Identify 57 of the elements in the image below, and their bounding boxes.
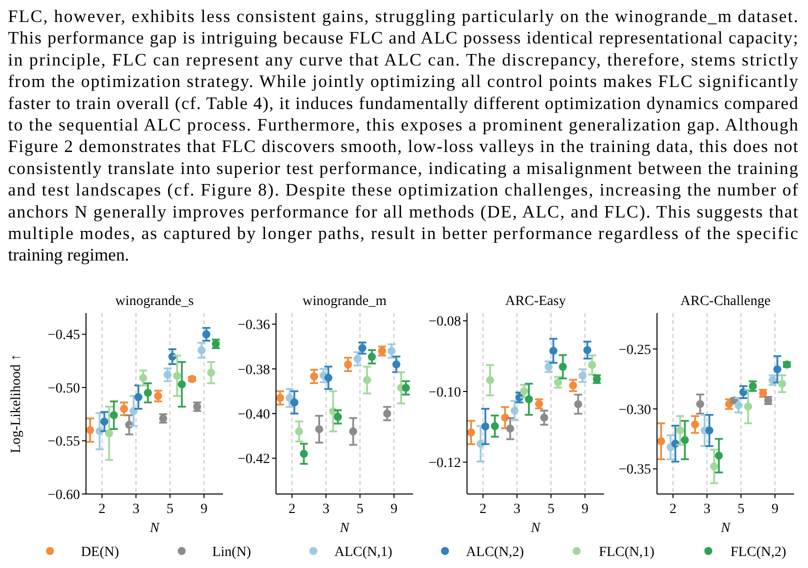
x-tick-label: 5 xyxy=(166,502,174,517)
text: in principle, FLC can represent any curve that ALC can. The discrepancy, therefore, stems strictly xyxy=(8,49,798,70)
text: consistently translate into superior test performance, indicating a misalignment between the training xyxy=(8,158,798,178)
x-tick-label: 3 xyxy=(132,502,140,517)
x-axis-title: N xyxy=(148,521,160,536)
x-tick-label: 9 xyxy=(771,502,778,517)
y-axis-title: Log-Likelihood ↑ xyxy=(9,354,24,454)
x-tick-label: 3 xyxy=(513,502,520,517)
y-tick-label: −0.10 xyxy=(428,385,461,400)
x-axis-title: N xyxy=(720,521,731,536)
y-tick-label: −0.42 xyxy=(238,452,270,468)
legend-label: ALC(N,2) xyxy=(466,544,524,560)
legend-label: ALC(N,1) xyxy=(334,544,393,560)
x-tick-label: 2 xyxy=(669,502,676,517)
chart-title: ARC-Easy xyxy=(505,294,566,309)
y-tick-label: −0.45 xyxy=(48,328,80,344)
x-tick-label: 3 xyxy=(322,502,330,517)
y-tick-label: −0.50 xyxy=(48,381,80,396)
legend-label: FLC(N,2) xyxy=(730,544,786,560)
x-tick-label: 5 xyxy=(547,502,554,517)
x-tick-label: 2 xyxy=(288,502,296,517)
legend-label: FLC(N,1) xyxy=(598,544,655,560)
chart-title: winogrande_s xyxy=(115,294,194,309)
x-tick-label: 9 xyxy=(390,502,398,517)
y-tick-label: −0.60 xyxy=(48,488,80,503)
y-tick-label: −0.36 xyxy=(238,318,270,334)
y-tick-label: −0.35 xyxy=(618,462,651,478)
text: anchors N generally improves performance for all methods (DE, ALC, and FLC). This suggests that xyxy=(8,201,798,222)
y-tick-label: −0.12 xyxy=(428,456,461,472)
y-tick-label: −0.08 xyxy=(428,314,461,330)
x-tick-label: 3 xyxy=(703,502,710,517)
text: This performance gap is intriguing because FLC and ALC possess identical representational capacity; xyxy=(8,28,798,48)
y-tick-label: −0.30 xyxy=(618,402,651,418)
text: multiple modes, as captured by longer paths, result in better performance regardless of the specific xyxy=(8,223,798,243)
x-tick-label: 2 xyxy=(98,502,106,517)
y-tick-label: −0.38 xyxy=(238,362,270,378)
x-tick-label: 5 xyxy=(737,502,744,517)
y-tick-label: −0.40 xyxy=(238,407,270,422)
x-tick-label: 9 xyxy=(581,502,588,517)
y-tick-label: −0.25 xyxy=(618,342,651,358)
x-tick-label: 5 xyxy=(356,502,364,517)
chart-title: ARC-Challenge xyxy=(680,294,771,309)
x-tick-label: 9 xyxy=(200,502,208,517)
text: and test landscapes (cf. Figure 8). Despite these optimization challenges, increasing the number of xyxy=(8,180,798,200)
text: FLC, however, exhibits less consistent gains, struggling particularly on the winogrande_m dataset. xyxy=(8,6,798,26)
text: training regimen. xyxy=(8,244,130,265)
text: from the optimization strategy. While jointly optimizing all control points makes FLC significantly xyxy=(8,71,798,92)
text: faster to train overall (cf. Table 4), it induces fundamentally different optimization dynamics compared xyxy=(8,92,798,113)
x-tick-label: 2 xyxy=(479,502,486,517)
chart-title: winogrande_m xyxy=(302,294,387,309)
caption: Figure 2 demonstrates that FLC discovers smooth, low-loss valleys in the training data, this does not xyxy=(8,136,798,156)
legend-label: Lin(N) xyxy=(212,544,252,560)
x-axis-title: N xyxy=(530,521,541,536)
x-axis-title: N xyxy=(338,521,350,536)
y-tick-label: −0.55 xyxy=(48,434,80,450)
text: to the sequential ALC process. Furthermore, this exposes a prominent generalization gap. Although xyxy=(8,114,798,134)
legend-label: DE(N) xyxy=(80,544,120,560)
